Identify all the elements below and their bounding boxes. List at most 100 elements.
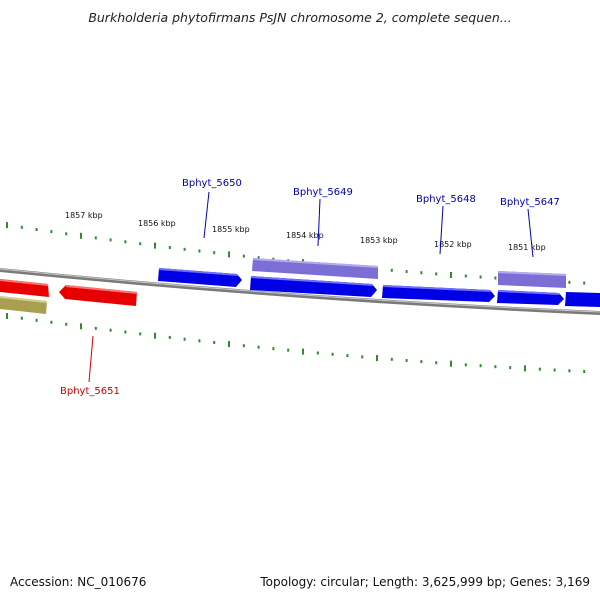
gene-bphyt-5651[interactable] — [59, 285, 137, 306]
scale-tick-outer-mark — [450, 272, 452, 278]
chromosome-backbone-highlight — [0, 268, 600, 313]
label-bphyt-5647[interactable]: Bphyt_5647 — [500, 197, 560, 208]
scale-tick-inner-mark — [316, 351, 319, 355]
scale-tick-inner-mark — [124, 330, 127, 334]
scale-tick-inner-mark — [494, 365, 497, 369]
scale-tick-inner-mark — [50, 320, 53, 324]
label-bphyt-5649[interactable]: Bphyt_5649 — [293, 187, 353, 198]
leader-bphyt-5649 — [317, 198, 321, 247]
scale-tick-inner-mark — [583, 370, 586, 373]
scale-tick-inner-mark — [80, 323, 82, 330]
scale-tick-inner-mark — [435, 361, 438, 365]
gene-edge-reverse-red[interactable] — [0, 279, 49, 297]
scale-ticks-inner — [6, 313, 586, 373]
scale-tick-inner-mark — [302, 348, 304, 355]
scale-tick-inner-mark — [213, 341, 216, 344]
scale-tick-inner-mark — [109, 328, 112, 332]
scale-tick-inner-mark — [6, 313, 8, 319]
scale-tick-inner-mark — [257, 345, 260, 349]
scale-tick-outer-mark — [583, 281, 586, 285]
scale-tick-inner-mark — [450, 360, 452, 367]
gene-bphyt-5649-segment[interactable] — [250, 276, 377, 297]
leader-bphyt-5651 — [88, 335, 94, 383]
tick-label-1856: 1856 kbp — [138, 219, 176, 228]
scale-tick-outer-mark — [272, 257, 275, 261]
scale-tick-inner-mark — [390, 357, 393, 361]
scale-tick-inner-mark — [198, 339, 201, 343]
scale-tick-outer-mark — [124, 240, 127, 244]
scale-tick-outer-mark — [80, 232, 82, 239]
scale-tick-inner-mark — [242, 344, 245, 348]
leader-bphyt-5650 — [203, 191, 210, 239]
tick-label-1854: 1854 kbp — [286, 231, 324, 240]
scale-tick-outer-mark — [139, 242, 142, 246]
accession-text: Accession: NC_010676 — [10, 575, 147, 589]
scale-tick-inner-mark — [228, 341, 230, 348]
scale-tick-outer-mark — [50, 230, 53, 234]
scale-tick-outer-mark — [242, 254, 245, 258]
map-title: Burkholderia phytofirmans PsJN chromosom… — [88, 10, 512, 25]
scale-tick-inner-mark — [154, 332, 156, 339]
scale-tick-outer-mark — [35, 228, 38, 231]
gene-bphyt-5647[interactable] — [498, 271, 566, 288]
gene-edge-forward[interactable] — [565, 292, 600, 307]
scale-tick-outer-mark — [568, 280, 571, 284]
scale-tick-inner-mark — [509, 366, 512, 370]
gene-bphyt-5647-segment[interactable] — [497, 290, 564, 305]
scale-tick-outer-mark — [6, 222, 8, 229]
scale-tick-outer-mark — [213, 251, 216, 255]
scale-tick-outer-mark — [494, 276, 497, 280]
scale-tick-inner-mark — [346, 354, 349, 358]
scale-tick-outer-mark — [257, 256, 260, 260]
scale-tick-inner-mark — [287, 348, 290, 352]
scale-tick-outer-mark — [405, 270, 408, 274]
scale-tick-inner-mark — [376, 355, 378, 362]
scale-tick-outer-mark — [390, 268, 393, 272]
scale-tick-outer-mark — [198, 249, 201, 253]
scale-tick-inner-mark — [183, 337, 186, 341]
scale-tick-inner-mark — [538, 367, 541, 371]
tick-label-1853: 1853 kbp — [360, 236, 398, 245]
scale-tick-inner-mark — [35, 318, 38, 322]
gene-bphyt-5650[interactable] — [158, 268, 242, 287]
scale-tick-outer-mark — [464, 274, 467, 278]
tick-label-1857: 1857 kbp — [65, 211, 103, 220]
leader-bphyt-5648 — [439, 205, 444, 255]
gene-bphyt-5649[interactable] — [252, 258, 378, 279]
scale-tick-inner-mark — [94, 326, 97, 330]
tick-label-1855: 1855 kbp — [212, 225, 250, 234]
scale-tick-inner-mark — [139, 332, 142, 336]
scale-tick-inner-mark — [405, 359, 408, 362]
scale-tick-inner-mark — [272, 347, 275, 351]
gene-edge-reverse-olive[interactable] — [0, 296, 47, 314]
chromosome-backbone — [0, 268, 600, 315]
scale-tick-outer-mark — [183, 247, 186, 251]
scale-tick-outer-mark — [109, 238, 112, 242]
scale-tick-outer-mark — [20, 225, 23, 229]
label-bphyt-5648[interactable]: Bphyt_5648 — [416, 194, 476, 205]
scale-tick-inner-mark — [464, 363, 467, 367]
scale-tick-inner-mark — [420, 360, 423, 364]
scale-tick-inner-mark — [524, 365, 526, 372]
scale-tick-inner-mark — [361, 355, 364, 359]
scale-tick-inner-mark — [331, 352, 334, 356]
label-bphyt-5650[interactable]: Bphyt_5650 — [182, 178, 242, 189]
scale-tick-inner-mark — [20, 316, 23, 320]
scale-tick-inner-mark — [479, 364, 482, 368]
tick-label-1851: 1851 kbp — [508, 243, 546, 252]
scale-tick-outer-mark — [154, 242, 156, 249]
scale-tick-outer-mark — [168, 246, 171, 249]
label-bphyt-5651[interactable]: Bphyt_5651 — [60, 386, 120, 397]
genome-summary-text: Topology: circular; Length: 3,625,999 bp… — [260, 575, 590, 589]
scale-tick-outer-mark — [435, 272, 438, 276]
leader-bphyt-5647 — [527, 208, 534, 258]
scale-tick-inner-mark — [65, 322, 68, 326]
scale-tick-inner-mark — [168, 335, 171, 339]
scale-tick-inner-mark — [568, 369, 571, 373]
scale-tick-outer-mark — [420, 271, 423, 275]
gene-bphyt-5648[interactable] — [382, 285, 495, 302]
tick-label-1852: 1852 kbp — [434, 240, 472, 249]
scale-tick-outer-mark — [65, 232, 68, 236]
scale-tick-outer-mark — [228, 251, 230, 258]
